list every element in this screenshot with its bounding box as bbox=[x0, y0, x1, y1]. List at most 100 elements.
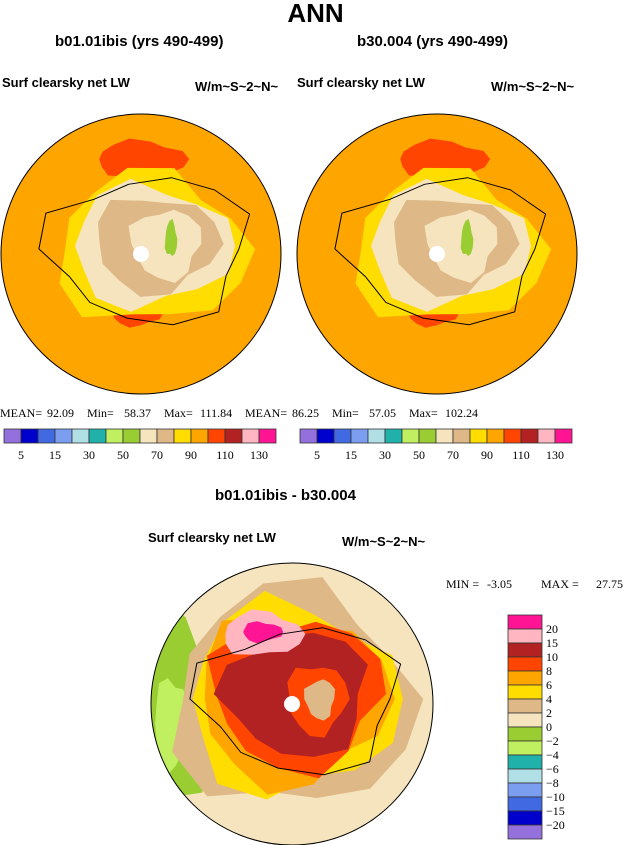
colorbar-label: 20 bbox=[546, 622, 558, 636]
colorbar-label: 50 bbox=[413, 448, 425, 462]
panel2-units: W/m~S~2~N~ bbox=[491, 79, 575, 94]
colorbar-box-panel2 bbox=[316, 428, 335, 444]
field-warm bbox=[99, 138, 190, 177]
panel3-max-value: 27.75 bbox=[596, 577, 623, 591]
panel1-max-value: 111.84 bbox=[200, 406, 233, 420]
pole-hole bbox=[429, 246, 445, 262]
colorbar-box-panel1 bbox=[122, 428, 141, 444]
colorbar-box bbox=[507, 768, 543, 784]
colorbar-label: 70 bbox=[447, 448, 459, 462]
colorbar-box-panel1 bbox=[20, 428, 39, 444]
colorbar-box bbox=[507, 712, 543, 728]
map-fields bbox=[151, 563, 433, 845]
map-panel-2 bbox=[296, 113, 578, 395]
map-border bbox=[150, 562, 434, 845]
colorbar-box-panel1 bbox=[139, 428, 158, 444]
colorbar-label: 5 bbox=[18, 448, 24, 462]
colorbar-label: 50 bbox=[117, 448, 129, 462]
colorbar-box-panel1 bbox=[88, 428, 107, 444]
panel2-min-value: 57.05 bbox=[369, 406, 396, 420]
colorbar-box-panel1 bbox=[207, 428, 226, 444]
colorbar-box bbox=[507, 656, 543, 672]
colorbar-box bbox=[507, 810, 543, 826]
panel2-mean-label: MEAN= bbox=[245, 406, 288, 420]
colorbar-label: 110 bbox=[216, 448, 234, 462]
colorbar-label: 90 bbox=[481, 448, 493, 462]
colorbar-label: −15 bbox=[546, 804, 565, 818]
pole-hole bbox=[133, 246, 149, 262]
colorbar-box-panel1 bbox=[54, 428, 73, 444]
colorbar-label: −20 bbox=[546, 818, 565, 832]
colorbar-box-panel2 bbox=[486, 428, 505, 444]
panel3-title: b01.01ibis - b30.004 bbox=[215, 487, 356, 504]
field-low bbox=[460, 218, 474, 256]
panel1-max-label: Max= bbox=[164, 406, 193, 420]
colorbar-box-panel1 bbox=[156, 428, 175, 444]
colorbar-label: 15 bbox=[546, 636, 558, 650]
colorbar-box-panel2 bbox=[520, 428, 539, 444]
colorbar-box-panel1 bbox=[3, 428, 22, 444]
colorbar-box-panel2 bbox=[452, 428, 471, 444]
panel3-min-label: MIN = bbox=[446, 577, 480, 591]
map-panel-3 bbox=[150, 562, 434, 845]
colorbar-box-panel2 bbox=[554, 428, 573, 444]
panel3-units: W/m~S~2~N~ bbox=[342, 534, 426, 549]
colorbar-box bbox=[507, 698, 543, 714]
panel2-max-label: Max= bbox=[409, 406, 438, 420]
colorbar-box-panel2 bbox=[333, 428, 352, 444]
panel2-title: b30.004 (yrs 490-499) bbox=[357, 33, 508, 50]
map-border bbox=[296, 113, 578, 395]
colorbar-box bbox=[507, 726, 543, 742]
panel3-max-label: MAX = bbox=[541, 577, 579, 591]
colorbar-box-panel2 bbox=[350, 428, 369, 444]
colorbar-box-panel2 bbox=[367, 428, 386, 444]
colorbar-box-panel1 bbox=[37, 428, 56, 444]
coastline bbox=[189, 627, 402, 776]
colorbar-box-panel2 bbox=[418, 428, 437, 444]
colorbar-label: 130 bbox=[546, 448, 564, 462]
field-max bbox=[243, 621, 284, 644]
field-low bbox=[164, 218, 178, 256]
coastline bbox=[38, 177, 251, 326]
colorbar-box-panel1 bbox=[71, 428, 90, 444]
colorbar-box bbox=[507, 670, 543, 686]
colorbar-label: 8 bbox=[546, 664, 552, 678]
panel1-variable: Surf clearsky net LW bbox=[2, 75, 130, 90]
colorbar-label: 4 bbox=[546, 692, 552, 706]
colorbar-label: 15 bbox=[49, 448, 61, 462]
panel1-min-label: Min= bbox=[87, 406, 114, 420]
map-border bbox=[0, 113, 282, 395]
colorbar-box-panel1 bbox=[241, 428, 260, 444]
colorbar-label: 6 bbox=[546, 678, 552, 692]
colorbar-label: 15 bbox=[345, 448, 357, 462]
panel3-variable: Surf clearsky net LW bbox=[148, 530, 276, 545]
panel1-title: b01.01ibis (yrs 490-499) bbox=[55, 33, 224, 50]
colorbar-label: −6 bbox=[546, 762, 559, 776]
colorbar-box-panel2 bbox=[537, 428, 556, 444]
panel3-min-value: -3.05 bbox=[487, 577, 512, 591]
colorbar-box bbox=[507, 740, 543, 756]
colorbar-box-panel1 bbox=[258, 428, 277, 444]
map-panel-1 bbox=[0, 113, 282, 395]
colorbar-label: 30 bbox=[379, 448, 391, 462]
panel1-mean-label: MEAN= bbox=[0, 406, 43, 420]
colorbar-box-panel2 bbox=[435, 428, 454, 444]
pole-hole bbox=[284, 696, 300, 712]
colorbar-box-panel2 bbox=[299, 428, 318, 444]
colorbar-label: 130 bbox=[250, 448, 268, 462]
coastline bbox=[334, 177, 547, 326]
colorbar-box-panel1 bbox=[173, 428, 192, 444]
colorbar-box-panel1 bbox=[224, 428, 243, 444]
main-title: ANN bbox=[287, 0, 344, 28]
colorbar-label: 70 bbox=[151, 448, 163, 462]
colorbar-box bbox=[507, 754, 543, 770]
colorbar-box-panel2 bbox=[384, 428, 403, 444]
colorbar-box-panel1 bbox=[190, 428, 209, 444]
colorbar-box bbox=[507, 684, 543, 700]
panel2-mean-value: 86.25 bbox=[292, 406, 319, 420]
colorbar-box bbox=[507, 782, 543, 798]
colorbar-label: 10 bbox=[546, 650, 558, 664]
colorbar-label: 5 bbox=[314, 448, 320, 462]
colorbar-label: 0 bbox=[546, 720, 552, 734]
